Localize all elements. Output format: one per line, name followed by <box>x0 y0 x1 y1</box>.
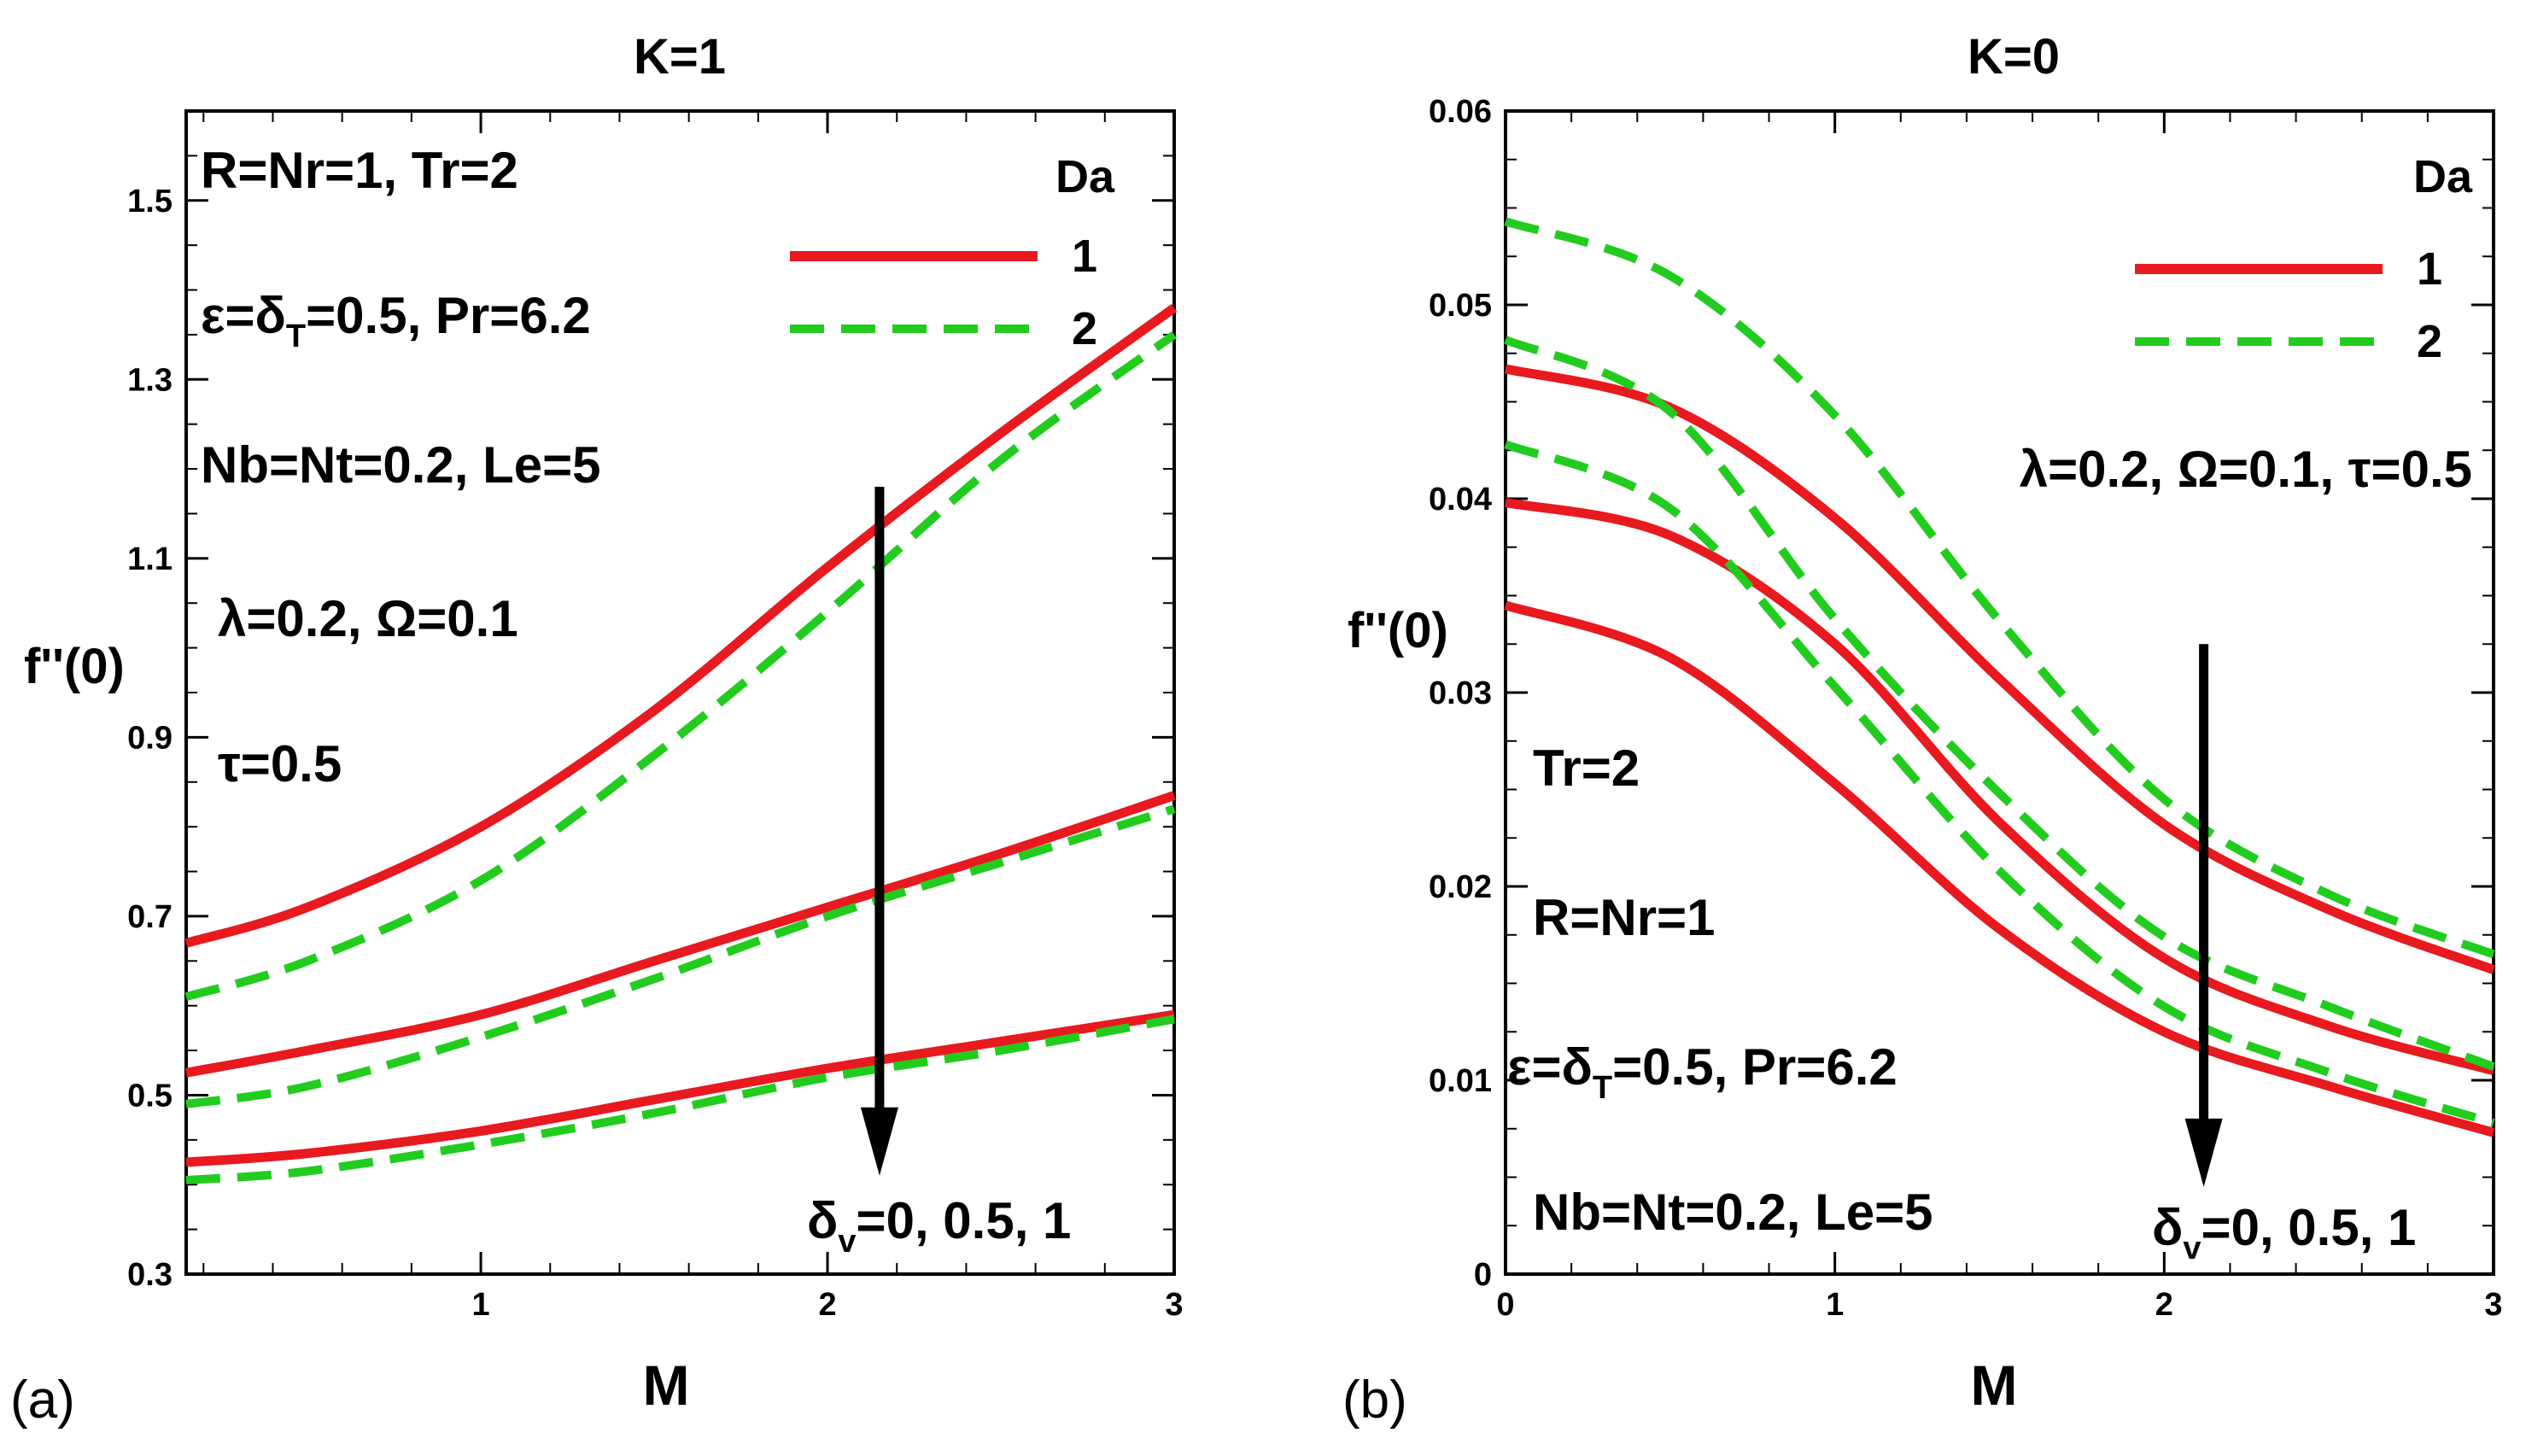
panel-a-param-line5: τ=0.5 <box>218 735 342 792</box>
panel-a-series-4-line <box>185 1009 1175 1167</box>
panel-a-ytick-label: 0.3 <box>127 1257 172 1293</box>
panel-b: K=0 0 0.01 0.02 0.03 0.04 0.05 0.06 0 1 2 3 f''(0)… <box>1342 29 2503 1430</box>
panel-a-ytick-label: 0.7 <box>127 899 172 935</box>
panel-a-param-line1: R=Nr=1, Tr=2 <box>201 142 518 199</box>
panel-b-arrow <box>2184 644 2223 1187</box>
panel-a-xtick-label: 3 <box>1165 1287 1183 1323</box>
panel-b-series-4-line <box>1504 600 2495 1137</box>
panel-a-series-3-line <box>185 804 1176 1108</box>
panel-b-legend-title: Da <box>2413 151 2473 202</box>
panel-a-legend-label-1: 1 <box>1072 231 1097 282</box>
panel-a-series-1-line <box>184 330 1177 1001</box>
panel-b-arrow-label: δv=0, 0.5, 1 <box>2152 1199 2416 1266</box>
panel-b-plot-frame <box>1504 109 2495 1276</box>
panel-b-xtick-label: 2 <box>2155 1287 2173 1323</box>
panel-a-ytick-label: 1.1 <box>127 541 172 577</box>
panel-b-series-1-line <box>1504 217 2495 959</box>
panel-a-series-5-line <box>185 1015 1175 1184</box>
panel-a-ytick-label: 1.3 <box>127 362 172 398</box>
panel-a-param-line3: Nb=Nt=0.2, Le=5 <box>201 436 601 494</box>
panel-b-param-line4: ε=δT=0.5, Pr=6.2 <box>1507 1038 1897 1106</box>
panel-a-xlabel: M <box>643 1354 690 1417</box>
panel-a-ylabel: f''(0) <box>24 639 125 694</box>
panel-a-legend-title: Da <box>1055 151 1115 202</box>
panel-b-param-line2: Tr=2 <box>1533 740 1640 797</box>
panel-b-ytick-label: 0.06 <box>1429 94 1492 130</box>
panel-a-param-line4: λ=0.2, Ω=0.1 <box>218 590 518 647</box>
panel-b-legend-label-2: 2 <box>2417 316 2442 367</box>
panel-a-label: (a) <box>10 1371 75 1430</box>
panel-a-xtick-label: 2 <box>818 1287 836 1323</box>
panel-b-param-line3: R=Nr=1 <box>1533 889 1715 946</box>
panel-b-title: K=0 <box>1968 29 2060 85</box>
panel-a-arrow <box>860 487 898 1176</box>
panel-b-arrow-head <box>2184 1118 2223 1187</box>
panel-a-ticks: 0.3 0.5 0.7 0.9 1.1 1.3 1.5 1 2 3 <box>127 110 1184 1323</box>
panel-b-series-2-line <box>1504 498 2495 1076</box>
panel-b-xtick-label: 1 <box>1826 1287 1844 1323</box>
panel-a-title: K=1 <box>634 29 726 85</box>
panel-b-ytick-label: 0.04 <box>1429 482 1492 517</box>
panel-b-ytick-label: 0 <box>1474 1257 1492 1293</box>
panel-b-legend-label-1: 1 <box>2417 243 2442 295</box>
panel-b-xtick-label: 0 <box>1496 1287 1514 1323</box>
panel-b-xlabel: M <box>1971 1354 2018 1417</box>
panel-b-series-3-line <box>1504 336 2495 1071</box>
panel-a-param-line2: ε=δT=0.5, Pr=6.2 <box>201 287 591 354</box>
panel-b-series-5-line <box>1504 440 2495 1127</box>
panel-a-arrow-head <box>860 1107 898 1176</box>
panel-a: K=1 0.3 0.5 0.7 0.9 1.1 1.3 1.5 1 2 3 f''(0) M (a… <box>10 29 1184 1430</box>
panel-a-ytick-label: 0.9 <box>127 720 172 756</box>
panel-b-ytick-label: 0.05 <box>1429 288 1492 324</box>
panel-b-curves <box>1504 217 2495 1137</box>
panel-b-param-line1: λ=0.2, Ω=0.1, τ=0.5 <box>2020 441 2472 498</box>
panel-a-xtick-label: 1 <box>471 1287 489 1323</box>
panel-b-param-line5: Nb=Nt=0.2, Le=5 <box>1533 1184 1933 1241</box>
panel-a-curves <box>184 304 1178 1184</box>
panel-a-ytick-label: 0.5 <box>127 1078 172 1114</box>
panel-a-ytick-label: 1.5 <box>127 184 172 219</box>
panel-a-legend-label-2: 2 <box>1072 303 1097 354</box>
panel-b-ylabel: f''(0) <box>1348 603 1448 658</box>
panel-b-label: (b) <box>1342 1371 1407 1430</box>
panel-a-arrow-label: δv=0, 0.5, 1 <box>807 1192 1071 1260</box>
panel-b-ytick-label: 0.01 <box>1429 1063 1492 1099</box>
panel-a-series-2-line <box>184 791 1176 1078</box>
panel-b-ytick-label: 0.02 <box>1429 869 1492 905</box>
panel-b-ytick-label: 0.03 <box>1429 675 1492 711</box>
panel-a-series-0-line <box>184 304 1178 948</box>
panel-b-ticks: 0 0.01 0.02 0.03 0.04 0.05 0.06 0 1 2 3 <box>1429 94 2503 1323</box>
panel-b-xtick-label: 3 <box>2484 1287 2502 1323</box>
